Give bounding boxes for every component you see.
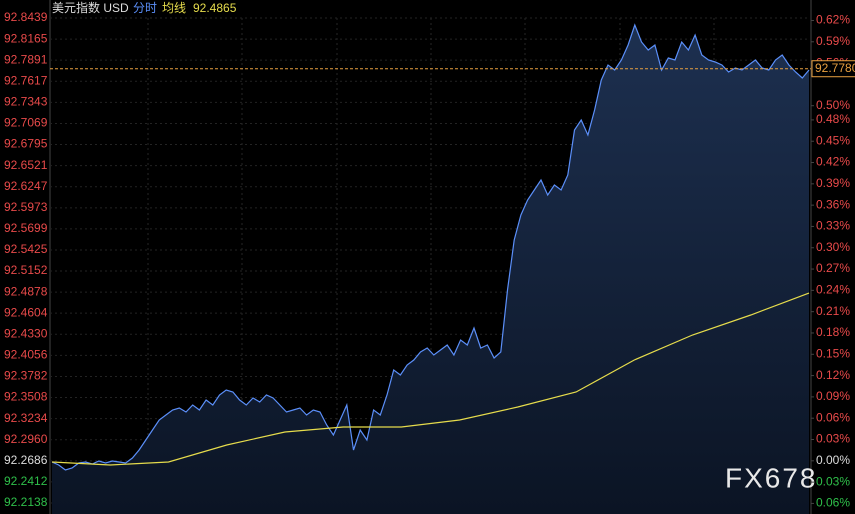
y-tick-label: 92.4056 [4, 348, 48, 362]
average-value: 92.4865 [193, 1, 237, 15]
chart-title: 美元指数 USD [52, 0, 129, 15]
y-tick-label: 92.3234 [4, 411, 48, 425]
y2-tick-label: 0.50% [816, 98, 850, 112]
y2-tick-label: 0.59% [816, 34, 850, 48]
y-tick-label: 92.2686 [4, 453, 48, 467]
y-tick-label: 92.5699 [4, 221, 48, 235]
y2-tick-label: 0.18% [816, 325, 850, 339]
y-tick-label: 92.3508 [4, 390, 48, 404]
y-tick-label: 92.4878 [4, 284, 48, 298]
y-tick-label: 92.5973 [4, 200, 48, 214]
last-price-label: 92.7780 [815, 61, 855, 75]
y2-tick-label: 0.21% [816, 304, 850, 318]
y2-tick-label: 0.15% [816, 346, 850, 360]
y2-tick-label: 0.42% [816, 155, 850, 169]
y-tick-label: 92.2960 [4, 432, 48, 446]
y-tick-label: 92.7891 [4, 52, 48, 66]
legend-entry: 分时 [133, 1, 157, 15]
y-tick-label: 92.7343 [4, 95, 48, 109]
y2-tick-label: 0.24% [816, 283, 850, 297]
y2-tick-label: 0.62% [816, 13, 850, 27]
y-tick-label: 92.6795 [4, 137, 48, 151]
y2-tick-label: 0.39% [816, 176, 850, 190]
y2-tick-label: 0.45% [816, 133, 850, 147]
legend-entry: 均线 [162, 1, 186, 15]
y-tick-label: 92.5425 [4, 242, 48, 256]
plot [50, 17, 811, 514]
y-tick-label: 92.2138 [4, 495, 48, 509]
y2-tick-label: 0.03% [816, 432, 850, 446]
y2-tick-label: 0.06% [816, 410, 850, 424]
y-tick-label: 92.6247 [4, 179, 48, 193]
y2-tick-label: 0.06% [816, 496, 850, 510]
y-tick-label: 92.8439 [4, 10, 48, 24]
y-tick-label: 92.7069 [4, 116, 48, 130]
y-tick-label: 92.8165 [4, 31, 48, 45]
last-price-box [811, 60, 855, 78]
y-tick-label: 92.5152 [4, 263, 48, 277]
y2-tick-label: 0.30% [816, 240, 850, 254]
y2-tick-label: 0.36% [816, 197, 850, 211]
y-tick-label: 92.3782 [4, 369, 48, 383]
y-tick-label: 92.6521 [4, 158, 48, 172]
y-tick-label: 92.4330 [4, 326, 48, 340]
average-line [51, 292, 810, 466]
price-line [51, 23, 810, 471]
y-tick-label: 92.4604 [4, 305, 48, 319]
y-tick-label: 92.2412 [4, 474, 48, 488]
y2-tick-label: 0.12% [816, 368, 850, 382]
y-tick-label: 92.7617 [4, 73, 48, 87]
y2-tick-label: 0.48% [816, 112, 850, 126]
y2-tick-label: 0.09% [816, 389, 850, 403]
y2-tick-label: 0.00% [816, 453, 850, 467]
watermark: FX678 [725, 462, 818, 493]
y2-tick-label: 0.03% [816, 474, 850, 488]
price-area [52, 25, 809, 514]
y2-tick-label: 0.33% [816, 219, 850, 233]
y2-tick-label: 0.27% [816, 261, 850, 275]
